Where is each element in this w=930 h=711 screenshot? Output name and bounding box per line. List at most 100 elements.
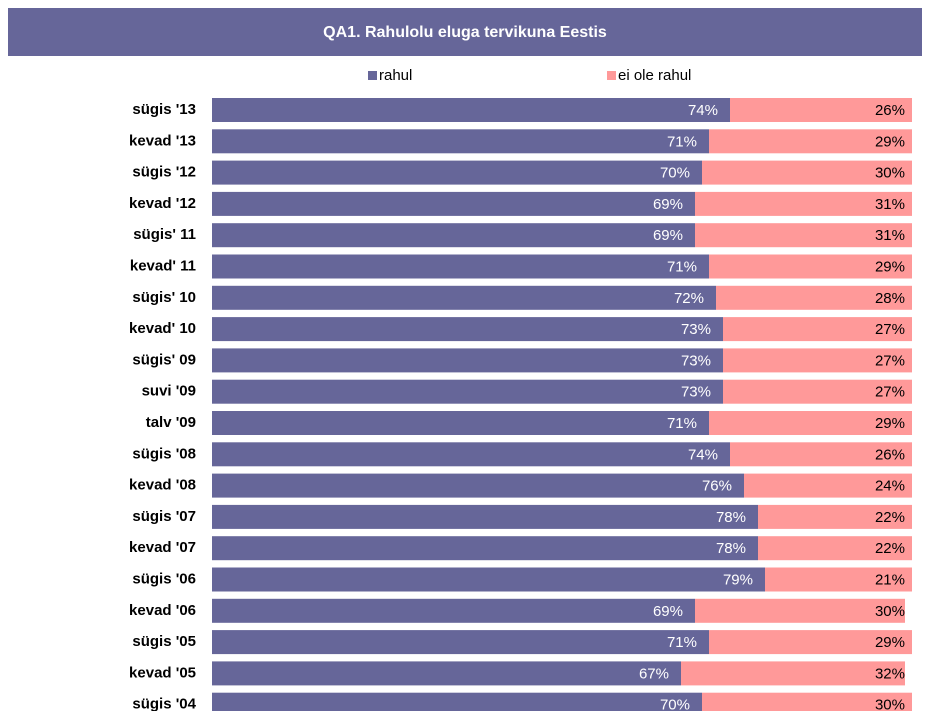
y-tick-label: sügis '12 [132, 164, 196, 181]
y-tick-label: kevad '08 [129, 477, 196, 494]
value-label: 71% [667, 258, 697, 275]
value-label: 71% [667, 634, 697, 651]
bar-segment [695, 191, 912, 216]
bar-segment [695, 598, 905, 623]
y-tick-label: kevad' 10 [129, 320, 196, 337]
bar-segment [212, 254, 709, 279]
bar-segment [212, 411, 709, 435]
chart-title: QA1. Rahulolu eluga tervikuna Eestis [323, 24, 607, 41]
value-label: 30% [875, 697, 905, 711]
value-label: 32% [875, 665, 905, 682]
bar-segment [709, 630, 912, 655]
bar-segment [212, 379, 723, 404]
bar-segment [744, 473, 912, 498]
y-tick-label: sügis '08 [132, 445, 196, 462]
y-tick-label: sügis '13 [132, 101, 196, 118]
value-label: 28% [875, 290, 905, 307]
value-label: 26% [875, 446, 905, 463]
bar-segment [702, 692, 912, 711]
value-label: 22% [875, 540, 905, 557]
value-label: 22% [875, 509, 905, 526]
bar-segment [212, 661, 681, 686]
value-label: 26% [875, 102, 905, 119]
bar-segment [212, 442, 730, 467]
bar-segment [212, 160, 702, 185]
y-tick-label: sügis' 09 [132, 351, 196, 368]
value-label: 27% [875, 384, 905, 401]
value-label: 27% [875, 321, 905, 338]
bar-segment [681, 661, 905, 686]
value-label: 31% [875, 196, 905, 213]
bar-segment [709, 254, 912, 279]
value-label: 79% [723, 571, 753, 588]
title-band [8, 8, 922, 56]
bar-segment [702, 160, 912, 185]
value-label: 69% [653, 196, 683, 213]
y-tick-label: sügis '06 [132, 570, 196, 587]
bar-segment [212, 536, 758, 561]
value-label: 73% [681, 352, 711, 369]
y-tick-label: suvi '09 [142, 383, 196, 400]
bar-segment [212, 567, 765, 592]
value-label: 29% [875, 634, 905, 651]
bar-segment [212, 504, 758, 529]
legend-swatch [607, 71, 616, 80]
value-label: 70% [660, 165, 690, 182]
y-tick-label: talv '09 [146, 414, 196, 431]
bar-segment [695, 223, 912, 248]
bar-segment [212, 191, 695, 216]
bar-segment [212, 317, 723, 342]
value-label: 29% [875, 133, 905, 150]
bar-segment [716, 285, 912, 310]
value-label: 74% [688, 446, 718, 463]
bar-segment [212, 129, 709, 154]
value-label: 30% [875, 603, 905, 620]
value-label: 73% [681, 321, 711, 338]
value-label: 24% [875, 478, 905, 495]
bar-segment [730, 442, 912, 467]
bar-segment [730, 98, 912, 122]
bar-segment [723, 379, 912, 404]
value-label: 78% [716, 509, 746, 526]
bar-segment [709, 411, 912, 435]
value-label: 21% [875, 571, 905, 588]
bar-segment [758, 504, 912, 529]
y-tick-label: kevad' 11 [130, 257, 196, 274]
value-label: 30% [875, 165, 905, 182]
value-label: 29% [875, 258, 905, 275]
bar-segment [212, 285, 716, 310]
bar-segment [212, 98, 730, 122]
value-label: 76% [702, 478, 732, 495]
value-label: 72% [674, 290, 704, 307]
y-tick-label: sügis' 11 [133, 226, 196, 243]
value-label: 73% [681, 384, 711, 401]
value-label: 71% [667, 133, 697, 150]
bar-segment [723, 348, 912, 373]
value-label: 74% [688, 102, 718, 119]
legend-swatch [368, 71, 377, 80]
y-tick-label: kevad '12 [129, 195, 196, 212]
bar-segment [212, 473, 744, 498]
value-label: 70% [660, 697, 690, 711]
value-label: 69% [653, 603, 683, 620]
bar-segment [212, 692, 702, 711]
bar-segment [709, 129, 912, 154]
y-tick-label: sügis '05 [132, 633, 196, 650]
y-tick-label: sügis '04 [132, 696, 196, 711]
bar-segment [723, 317, 912, 342]
y-tick-label: kevad '13 [129, 132, 196, 149]
bar-segment [212, 630, 709, 655]
y-tick-label: sügis '07 [132, 508, 196, 525]
value-label: 31% [875, 227, 905, 244]
value-label: 29% [875, 415, 905, 432]
value-label: 78% [716, 540, 746, 557]
legend-label: ei ole rahul [618, 67, 691, 84]
value-label: 71% [667, 415, 697, 432]
bar-segment [758, 536, 912, 561]
value-label: 27% [875, 352, 905, 369]
legend-label: rahul [379, 67, 412, 84]
value-label: 67% [639, 665, 669, 682]
y-tick-label: kevad '06 [129, 602, 196, 619]
